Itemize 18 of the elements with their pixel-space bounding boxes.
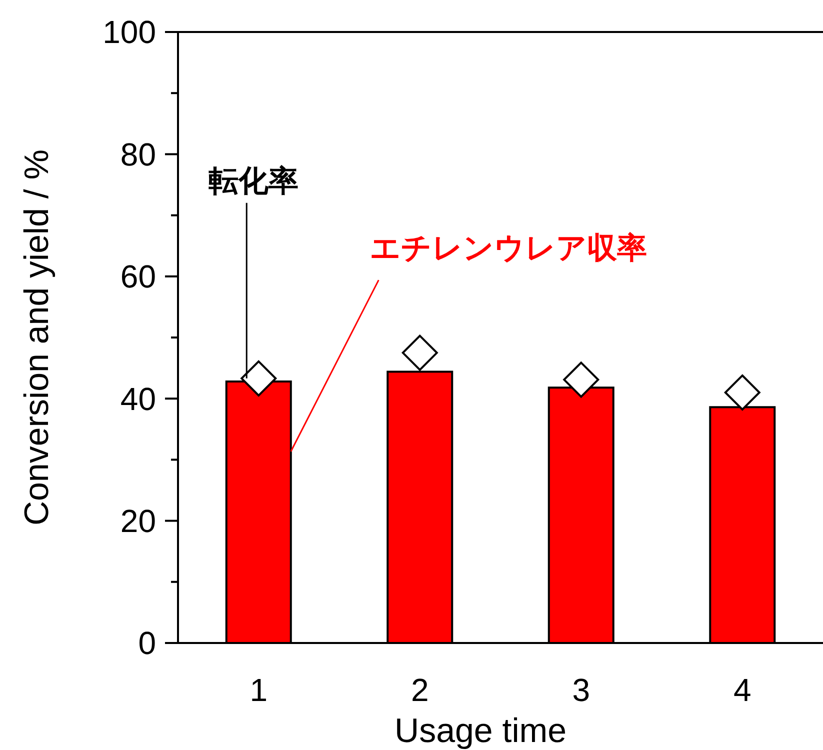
y-tick-label: 80 (120, 136, 156, 172)
text: エチレンウレア収率 (370, 231, 648, 266)
y-tick-label: 0 (138, 625, 156, 662)
x-tick-label: 4 (733, 672, 752, 708)
x-tick-label: 1 (250, 672, 268, 708)
y-tick-label: 60 (120, 258, 156, 295)
point (402, 334, 438, 371)
x-tick-label: 2 (410, 672, 429, 708)
y-tick-label: 100 (102, 14, 156, 50)
point (563, 362, 600, 398)
point (240, 360, 277, 396)
y-tick-label: 20 (120, 503, 156, 539)
x-tick-label: 3 (572, 672, 590, 708)
point (724, 374, 760, 410)
y-axis-title: Conversion and yield / % (18, 149, 56, 526)
text: 転化率 (208, 164, 299, 198)
y-tick-label: 40 (120, 380, 156, 417)
x-axis-title: Usage time (394, 712, 566, 750)
